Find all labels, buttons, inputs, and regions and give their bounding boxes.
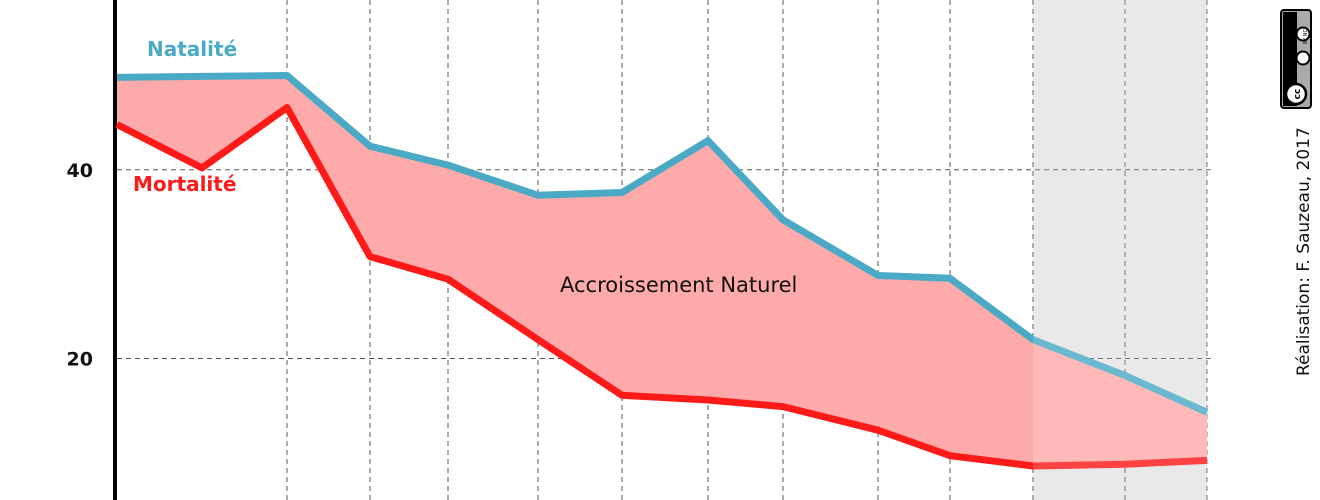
- natalite-point: [1206, 411, 1208, 413]
- y-axis-panel: [0, 0, 113, 500]
- noncommercial-icon: [1295, 26, 1311, 42]
- natalite-point: [1124, 375, 1126, 376]
- natalite-point: [537, 194, 539, 196]
- natalite-point: [707, 140, 709, 142]
- credit-text: Réalisation: F. Sauzeau, 2017: [1294, 127, 1314, 376]
- mortalite-point: [1124, 463, 1126, 465]
- natalite-point: [369, 145, 371, 147]
- license-badge: cc BY NC: [1280, 9, 1312, 109]
- y-tick-label: 20: [67, 349, 93, 371]
- mortalite-point: [621, 394, 623, 396]
- projection-overlay: [1033, 0, 1213, 500]
- attribution-icon: [1295, 50, 1311, 66]
- creative-commons-icon: [1284, 82, 1308, 106]
- mortalite-point: [1032, 465, 1034, 467]
- natalite-point: [447, 164, 449, 166]
- natalite-point: [782, 219, 784, 221]
- mortalite-point: [369, 256, 371, 258]
- cc-glyph: cc: [1293, 89, 1303, 100]
- mortalite-point: [116, 124, 118, 125]
- mortalite-point: [537, 339, 539, 341]
- area-label: Accroissement Naturel: [560, 273, 797, 297]
- natalite-line: [116, 72, 1209, 416]
- natalite-point: [621, 192, 623, 193]
- mortalite-point: [1206, 459, 1208, 461]
- natalite-point: [116, 76, 118, 78]
- series-label-natalite: Natalité: [147, 37, 237, 61]
- mortalite-point: [782, 406, 784, 408]
- y-axis-line: [113, 0, 117, 500]
- mortalite-point: [201, 167, 203, 169]
- natalite-point: [1032, 339, 1034, 341]
- mortalite-point: [447, 278, 449, 280]
- mortalite-line: [115, 104, 1208, 470]
- mortalite-point: [949, 455, 951, 457]
- mortalite-point: [707, 399, 709, 401]
- natalite-point: [949, 277, 951, 279]
- natalite-point: [201, 75, 203, 77]
- natalite-point: [877, 275, 879, 276]
- mortalite-point: [286, 107, 288, 108]
- license-badge-strip: [1283, 12, 1297, 106]
- mortalite-point: [877, 429, 879, 431]
- y-tick-label: 40: [67, 160, 93, 182]
- natalite-point: [286, 75, 288, 76]
- series-label-mortalite: Mortalité: [133, 172, 236, 196]
- license-text: BY NC: [1303, 28, 1309, 44]
- natural-increase-area: [117, 75, 1207, 466]
